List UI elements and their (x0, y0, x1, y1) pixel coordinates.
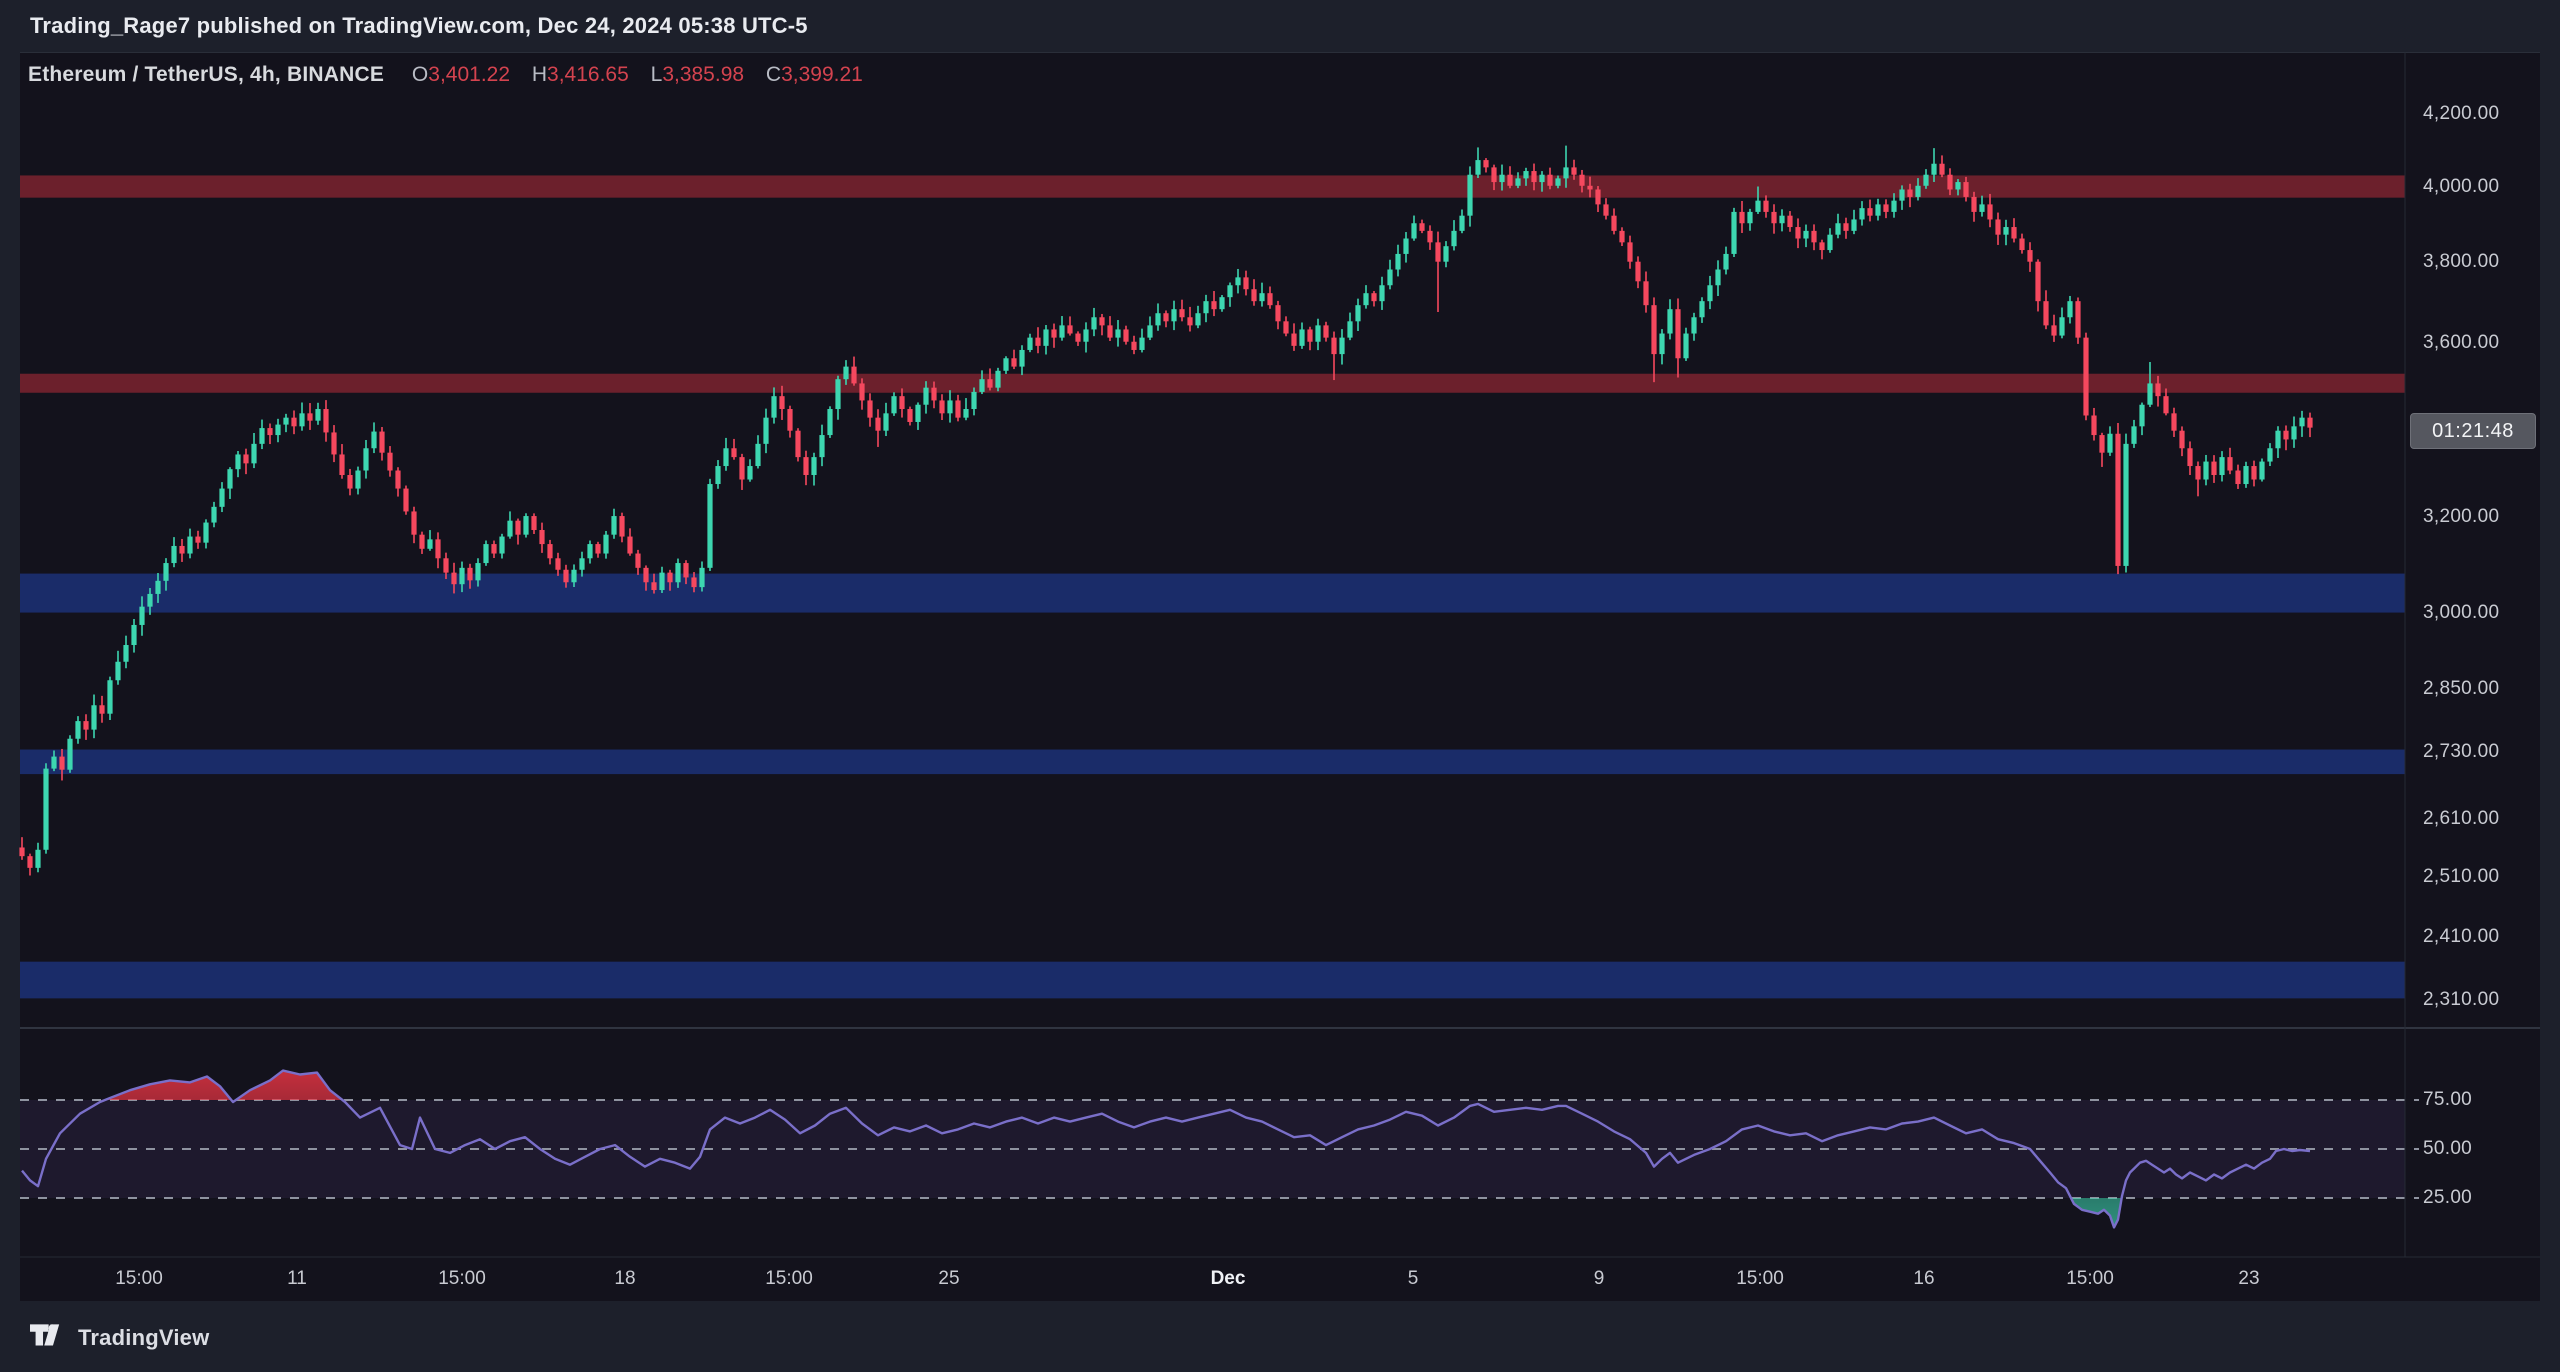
price-axis-label: 2,510.00 (2423, 865, 2500, 887)
close-value: 3,399.21 (781, 63, 863, 86)
footer: TradingView (30, 1322, 209, 1354)
close-label: C (765, 63, 782, 86)
rsi-overbought-fill (22, 1070, 2310, 1100)
time-axis-label: 23 (2238, 1268, 2260, 1289)
price-axis-label: 3,200.00 (2423, 505, 2500, 527)
time-axis-label: 9 (1593, 1268, 1605, 1289)
symbol-header: Ethereum / TetherUS, 4h, BINANCE O3,401.… (28, 63, 863, 87)
candlestick-layer (19, 145, 2313, 876)
publisher-line: Trading_Rage7 published on TradingView.c… (30, 13, 808, 38)
open-label: O (411, 63, 429, 86)
separators (20, 52, 2540, 1258)
rsi-axis-label: 75.00 (2423, 1089, 2473, 1110)
publisher-bar: Trading_Rage7 published on TradingView.c… (0, 0, 2560, 52)
price-axis-label: 3,000.00 (2423, 601, 2500, 623)
low-label: L (650, 63, 663, 86)
symbol-title: Ethereum / TetherUS, 4h, BINANCE (28, 63, 385, 86)
price-axis-label: 2,730.00 (2423, 741, 2500, 763)
price-axis-label: 3,600.00 (2423, 331, 2500, 353)
time-axis-label: 15:00 (765, 1268, 813, 1289)
time-axis-label: 15:00 (2066, 1268, 2114, 1289)
zone-bands-layer (20, 175, 2405, 999)
support-zone (20, 573, 2405, 613)
tradingview-logo-icon[interactable] (30, 1324, 66, 1352)
price-axis-label: 2,410.00 (2423, 925, 2500, 947)
high-value: 3,416.65 (547, 63, 629, 86)
rsi-line (21, 1069, 2311, 1229)
low-value: 3,385.98 (662, 63, 745, 86)
price-axis-label: 3,800.00 (2423, 251, 2500, 273)
time-axis-label: 15:00 (115, 1268, 163, 1289)
rsi-oversold-fill (22, 1198, 2310, 1228)
price-axis-label: 2,850.00 (2423, 677, 2500, 699)
time-axis-label: 15:00 (438, 1268, 486, 1289)
resistance-zone (20, 175, 2405, 198)
time-axis-label: 11 (287, 1268, 307, 1289)
high-label: H (531, 63, 548, 86)
open-value: 3,401.22 (428, 63, 511, 86)
time-axis-label: 16 (1913, 1268, 1935, 1289)
time-axis-label: 18 (614, 1268, 636, 1289)
time-axis-label: 15:00 (1736, 1268, 1784, 1289)
price-axis-label: 4,000.00 (2423, 175, 2500, 197)
chart-widget[interactable] (20, 52, 2540, 1301)
countdown-badge: 01:21:48 (2410, 413, 2536, 449)
rsi-axis-label: 25.00 (2423, 1187, 2473, 1208)
price-axis-label: 2,610.00 (2423, 807, 2500, 829)
time-axis-label: Dec (1210, 1268, 1246, 1289)
price-axis-label: 2,310.00 (2423, 988, 2500, 1010)
tradingview-logo-text[interactable]: TradingView (78, 1325, 210, 1350)
price-axis-label: 4,200.00 (2423, 103, 2500, 125)
resistance-zone (20, 373, 2405, 393)
time-axis-label: 5 (1407, 1268, 1419, 1289)
rsi-axis-label: 50.00 (2423, 1138, 2473, 1159)
support-zone (20, 961, 2405, 999)
rsi-pane (20, 1069, 2419, 1229)
support-zone (20, 749, 2405, 775)
time-axis-label: 25 (938, 1268, 960, 1289)
